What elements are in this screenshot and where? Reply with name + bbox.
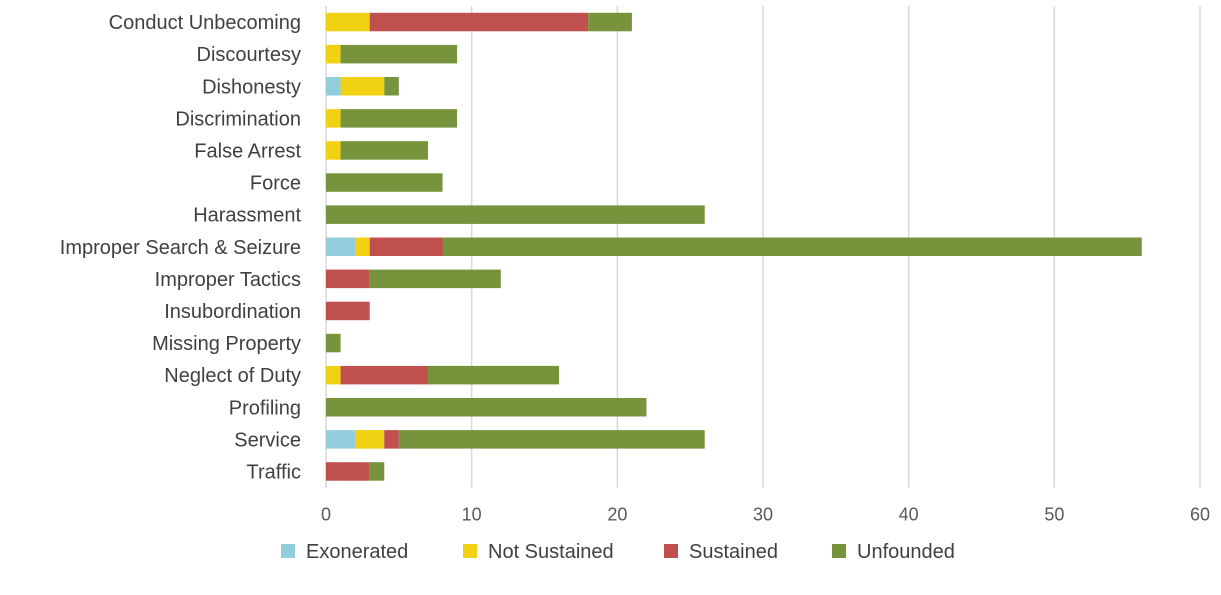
bar-segment-unfounded [442, 237, 1142, 256]
x-tick-label: 20 [607, 505, 627, 525]
bar-segment-unfounded [340, 44, 458, 64]
bar-segment-unfounded [326, 398, 647, 417]
category-label: Neglect of Duty [164, 365, 301, 387]
legend-label: Exonerated [306, 541, 408, 563]
bar-segment-exonerated [326, 77, 341, 96]
bar-segment-sustained [369, 12, 589, 32]
bar-segment-sustained [326, 301, 370, 321]
bar-segment-not-sustained [355, 237, 370, 256]
bar-segment-unfounded [369, 462, 385, 481]
bar-segment-unfounded [369, 269, 501, 289]
bar-segment-exonerated [326, 237, 356, 256]
category-label: Profiling [229, 397, 301, 419]
legend-label: Not Sustained [488, 541, 614, 563]
bar-segment-not-sustained [326, 44, 341, 64]
category-label: Dishonesty [202, 76, 301, 98]
bar-segment-unfounded [340, 109, 458, 128]
bar-segment-unfounded [588, 12, 632, 32]
bar-segment-unfounded [340, 141, 428, 160]
category-label: False Arrest [194, 140, 301, 162]
x-tick-label: 0 [321, 505, 331, 525]
legend-item: Unfounded [832, 541, 955, 563]
category-label: Conduct Unbecoming [109, 12, 301, 34]
bar-segment-not-sustained [326, 12, 370, 32]
x-tick-label: 60 [1190, 505, 1210, 525]
bar-segment-sustained [369, 237, 443, 256]
category-label: Improper Tactics [155, 269, 301, 291]
category-label: Improper Search & Seizure [60, 237, 301, 259]
bar-segment-unfounded [326, 173, 443, 192]
bar-segment-unfounded [398, 430, 705, 449]
legend-swatch [832, 544, 846, 558]
legend-swatch [664, 544, 678, 558]
bar-segment-not-sustained [355, 430, 385, 449]
bars [326, 12, 1142, 481]
bar-segment-sustained [340, 365, 428, 385]
bar-segment-sustained [326, 462, 370, 481]
bar-segment-exonerated [326, 430, 356, 449]
legend-item: Exonerated [281, 541, 408, 563]
category-label: Service [234, 429, 301, 451]
bar-segment-sustained [384, 430, 399, 449]
category-axis-labels: Conduct Unbecoming Discourtesy Dishonesty D… [60, 12, 302, 483]
legend-label: Sustained [689, 541, 778, 563]
bar-segment-unfounded [427, 365, 560, 385]
category-label: Missing Property [152, 333, 301, 355]
bar-segment-unfounded [326, 333, 341, 353]
bar-segment-not-sustained [326, 141, 341, 160]
category-label: Insubordination [164, 301, 301, 323]
category-label: Force [250, 173, 301, 195]
bar-segment-not-sustained [326, 365, 341, 385]
bar-segment-unfounded [326, 205, 705, 224]
legend-item: Sustained [664, 541, 778, 563]
legend-item: Not Sustained [463, 541, 614, 563]
category-label: Traffic [247, 461, 301, 483]
bar-segment-not-sustained [340, 77, 385, 96]
bar-segment-unfounded [384, 77, 399, 96]
x-tick-label: 40 [899, 505, 919, 525]
category-label: Harassment [193, 205, 301, 227]
bar-segment-not-sustained [326, 109, 341, 128]
x-tick-label: 10 [462, 505, 482, 525]
legend-swatch [463, 544, 477, 558]
legend: Exonerated Not Sustained Sustained Unfounde… [281, 541, 955, 563]
category-label: Discourtesy [197, 44, 301, 66]
category-label: Discrimination [175, 108, 301, 130]
legend-label: Unfounded [857, 541, 955, 563]
bar-segment-sustained [326, 269, 370, 289]
legend-swatch [281, 544, 295, 558]
x-tick-label: 30 [753, 505, 773, 525]
value-axis-tick-labels: 0 10 20 30 40 50 60 [321, 505, 1210, 525]
x-tick-label: 50 [1044, 505, 1064, 525]
